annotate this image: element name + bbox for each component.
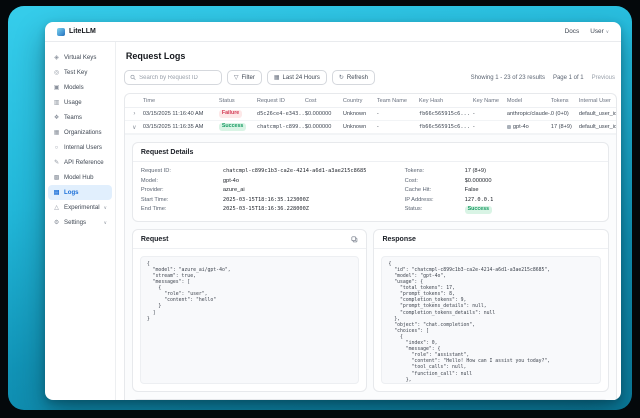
flask-icon: △: [54, 204, 59, 211]
litellm-logo-icon: [57, 27, 65, 36]
calendar-icon: ▦: [273, 75, 280, 81]
model-provider-icon: [506, 125, 511, 129]
search-icon: [130, 74, 136, 80]
docs-link[interactable]: Docs: [564, 28, 580, 35]
sidebar-item-models[interactable]: ▣ Models: [53, 84, 84, 91]
logs-table: Time Status Request ID Cost Country Team…: [123, 93, 617, 400]
sidebar-item-teams[interactable]: ❖ Teams: [53, 114, 82, 121]
search-input[interactable]: [123, 70, 222, 85]
logo-text: LiteLLM: [69, 28, 96, 35]
metadata-card: Metadata: [131, 398, 609, 400]
provider-value: azure_ai: [222, 187, 245, 193]
expanded-row-details: Request Details Request ID: chatcmpl-c89…: [124, 134, 616, 400]
ip-address-value: 127.0.0.1: [464, 196, 494, 203]
main-content: Request Logs ▽ Filter ▦: [116, 42, 621, 400]
filter-toolbar: ▽ Filter ▦ Last 24 Hours ↻ Refresh Showi…: [123, 70, 617, 85]
request-details-title: Request Details: [132, 143, 608, 162]
search-field[interactable]: [139, 74, 216, 81]
building-icon: ▦: [53, 129, 60, 136]
chevron-down-icon: ∨: [605, 28, 609, 34]
status-badge: Success: [464, 206, 493, 214]
funnel-icon: ▽: [233, 75, 239, 81]
response-panel-title: Response: [382, 235, 416, 243]
table-row-expanded[interactable]: ∨ 03/15/2025 11:16:35 AM Success chatcmp…: [124, 121, 616, 134]
chevron-down-icon: ∨: [103, 219, 107, 225]
models-icon: ▣: [53, 84, 60, 91]
sidebar: ◈ Virtual Keys ◎ Test Key ▣ Models ▥ Usa…: [45, 42, 116, 400]
key-icon: ◈: [54, 54, 59, 61]
request-panel-title: Request: [140, 235, 169, 243]
desktop-background: LiteLLM Docs User ∨ ◈ Virtual Keys ◎ Tes…: [8, 6, 632, 410]
sidebar-item-virtual-keys[interactable]: ◈ Virtual Keys: [54, 54, 97, 61]
chevron-down-icon: ∨: [103, 204, 107, 210]
collapse-row-icon[interactable]: ∨: [132, 124, 137, 131]
request-details-card: Request Details Request ID: chatcmpl-c89…: [131, 142, 609, 222]
time-range-button[interactable]: ▦ Last 24 Hours: [266, 70, 327, 85]
response-json: { "id": "chatcmpl-c899c1b3-ca2e-4214-a6d…: [381, 255, 601, 384]
sidebar-item-experimental[interactable]: △ Experimental ∨: [54, 204, 107, 211]
table-row[interactable]: › 03/15/2025 11:16:40 AM Failure d5c26ce…: [124, 108, 616, 121]
sidebar-item-logs[interactable]: ▤ Logs: [48, 185, 112, 200]
request-panel: Request { "model": "azure_ai/gpt-4o", "s…: [131, 228, 368, 392]
app-window: LiteLLM Docs User ∨ ◈ Virtual Keys ◎ Tes…: [45, 22, 621, 400]
copy-icon[interactable]: [351, 236, 358, 243]
user-menu-label: User: [590, 28, 604, 35]
sidebar-item-internal-users[interactable]: ○ Internal Users: [54, 144, 102, 151]
top-navbar: LiteLLM Docs User ∨: [45, 22, 621, 42]
request-json: { "model": "azure_ai/gpt-4o", "stream": …: [139, 255, 360, 384]
page-indicator: Page 1 of 1: [552, 74, 584, 81]
user-menu[interactable]: User ∨: [590, 28, 609, 35]
status-badge: Success: [218, 123, 247, 131]
sidebar-item-settings[interactable]: ⚙ Settings ∨: [53, 219, 107, 226]
test-key-icon: ◎: [53, 69, 60, 76]
sidebar-item-usage[interactable]: ▥ Usage: [53, 99, 82, 106]
gear-icon: ⚙: [53, 219, 60, 226]
sidebar-item-api-reference[interactable]: ✎ API Reference: [54, 159, 104, 166]
sidebar-item-organizations[interactable]: ▦ Organizations: [53, 129, 102, 136]
logs-icon: ▤: [53, 189, 60, 196]
expand-row-icon[interactable]: ›: [133, 111, 136, 117]
sidebar-item-test-key[interactable]: ◎ Test Key: [53, 69, 88, 76]
end-time-value: 2025-03-15T18:16:36.228000Z: [222, 206, 309, 212]
response-panel: Response { "id": "chatcmpl-c899c1b3-ca2e…: [373, 228, 609, 392]
tokens-value: 17 (8+9): [464, 168, 486, 174]
table-header-row: Time Status Request ID Cost Country Team…: [124, 94, 616, 108]
refresh-button[interactable]: ↻ Refresh: [331, 70, 375, 85]
teams-icon: ❖: [53, 114, 60, 121]
status-badge: Failure: [218, 110, 243, 118]
grid-icon: ▩: [53, 174, 60, 181]
refresh-icon: ↻: [338, 75, 344, 81]
filter-button[interactable]: ▽ Filter: [226, 70, 262, 85]
results-count: Showing 1 - 23 of 23 results: [470, 74, 545, 81]
cost-value: $0.000000: [464, 177, 492, 184]
start-time-value: 2025-03-15T18:16:35.123000Z: [222, 196, 309, 203]
sidebar-item-model-hub[interactable]: ▩ Model Hub: [53, 174, 94, 181]
model-value: gpt-4o: [222, 177, 240, 184]
person-icon: ○: [54, 144, 59, 151]
usage-chart-icon: ▥: [53, 99, 60, 106]
request-id-value: chatcmpl-c899c1b3-ca2e-4214-a6d1-a3ae215…: [222, 168, 367, 174]
cache-hit-value: False: [464, 187, 479, 193]
previous-page-button[interactable]: Previous: [591, 74, 615, 81]
page-title: Request Logs: [125, 51, 186, 61]
api-link-icon: ✎: [54, 159, 59, 166]
